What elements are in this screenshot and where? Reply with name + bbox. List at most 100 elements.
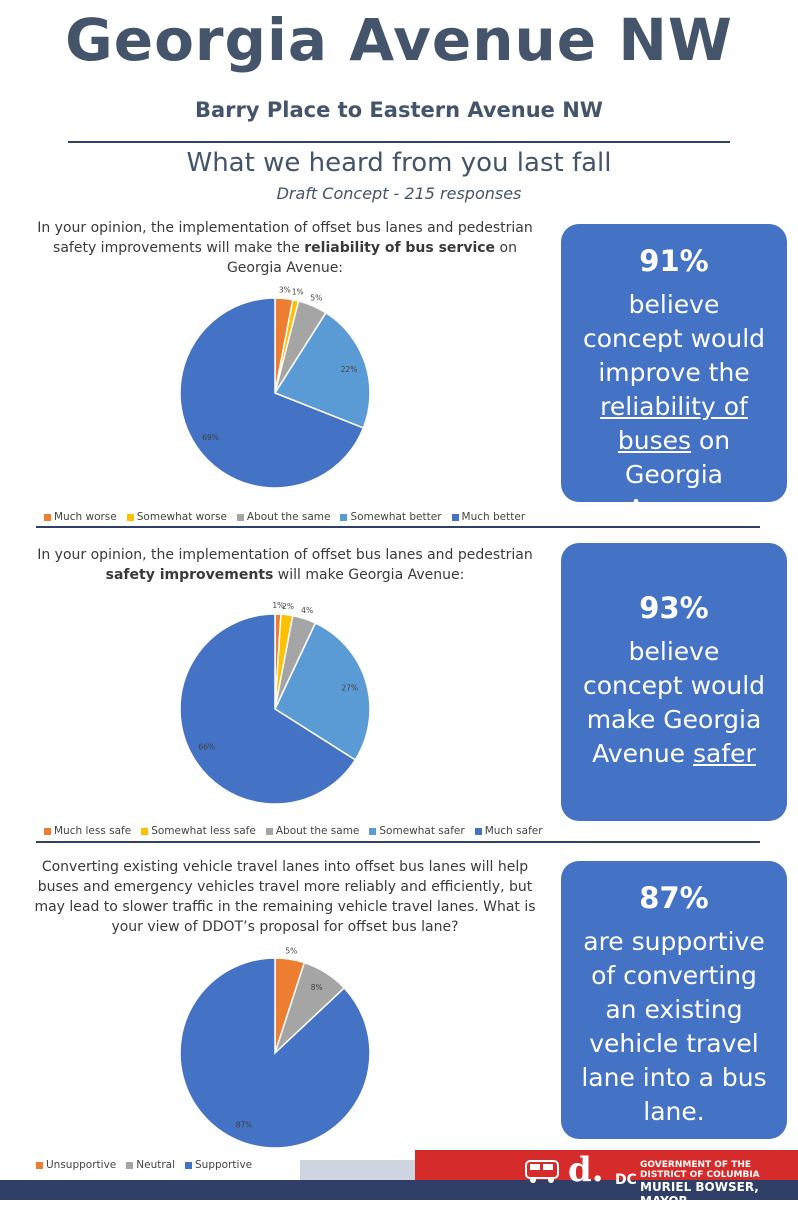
legend-swatch (126, 1161, 134, 1169)
pie-data-label: 66% (198, 743, 215, 752)
footer-stripe (300, 1160, 420, 1180)
legend-swatch (185, 1161, 193, 1169)
pie-data-label: 69% (202, 433, 219, 442)
pie-data-label: 8% (311, 983, 323, 992)
stat-text-underlined: safer (693, 739, 756, 768)
pie-data-label: 4% (301, 606, 313, 615)
stat-percent: 93% (639, 591, 709, 625)
stat-box-support: 87% are supportive of converting an exis… (561, 861, 787, 1139)
gov-line-1: GOVERNMENT OF THE (640, 1160, 752, 1170)
legend-item: Somewhat worse (126, 511, 227, 523)
legend-item: Supportive (185, 1159, 252, 1171)
legend-item: Unsupportive (36, 1159, 116, 1171)
pie-data-label: 5% (285, 946, 297, 955)
question-2-emphasis: safety improvements (105, 567, 274, 583)
section-subheading: Draft Concept - 215 responses (276, 184, 522, 203)
question-1: In your opinion, the implementation of o… (30, 218, 540, 278)
stat-box-reliability: 91% believe concept would improve the re… (561, 224, 787, 523)
legend-swatch (36, 1161, 43, 1169)
legend-swatch (474, 827, 482, 835)
stat-text-underlined: reliability of buses (600, 392, 748, 455)
government-text: GOVERNMENT OF THE DISTRICT OF COLUMBIA M… (618, 1160, 798, 1208)
stat-description: are supportive of converting an existing… (561, 915, 787, 1129)
pie-slice-much-better (179, 297, 365, 489)
legend-label: About the same (246, 511, 331, 523)
stat-text-b: on Georgia Avenue (624, 426, 731, 523)
pie-slice-somewhat-safer (274, 622, 371, 761)
legend-item: Somewhat less safe (141, 825, 256, 837)
legend-label: Neutral (136, 1159, 176, 1171)
stat-description: believe concept would make Georgia Avenu… (561, 625, 787, 771)
section-divider (36, 841, 760, 843)
pie-data-label: 3% (279, 285, 291, 294)
stat-text: are supportive of converting an existing… (581, 927, 767, 1126)
stat-description: believe concept would improve the reliab… (561, 278, 787, 526)
question-1-emphasis: reliability of bus service (304, 240, 496, 256)
pie-chart-bus-reliability: 3% 1% 5% 22% 69% (179, 285, 371, 489)
question-2-text-b: will make Georgia Avenue: (273, 567, 465, 583)
legend-swatch (126, 513, 134, 521)
dc-flag-mark: DC (615, 1172, 637, 1188)
pie-slice-somewhat-better (273, 311, 371, 429)
legend-bus-reliability: Much worse Somewhat worse About the same So… (44, 511, 525, 523)
legend-label: Somewhat safer (379, 825, 465, 837)
legend-swatch (265, 827, 273, 835)
question-3-text: Converting existing vehicle travel lanes… (34, 859, 536, 935)
question-1-text-b: on Georgia Avenue: (226, 240, 517, 276)
legend-item: Somewhat safer (369, 825, 465, 837)
legend-label: Much worse (54, 511, 117, 523)
page-title: Georgia Avenue NW (65, 6, 733, 74)
legend-item: About the same (265, 825, 360, 837)
footer-bar (0, 1180, 798, 1200)
gov-line-3: MURIEL BOWSER, MAYOR (640, 1180, 759, 1208)
pie-data-label: 2% (282, 602, 294, 611)
page-subtitle: Barry Place to Eastern Avenue NW (195, 98, 603, 122)
pie-slice-much-safer (179, 613, 357, 805)
section-divider (36, 526, 760, 528)
ddot-logo: d. (568, 1150, 604, 1190)
legend-support: Unsupportive Neutral Supportive (36, 1159, 252, 1171)
legend-safety: Much less safe Somewhat less safe About th… (44, 825, 543, 837)
pie-data-label: 27% (341, 683, 358, 692)
legend-swatch (44, 513, 51, 521)
legend-swatch (369, 827, 377, 835)
legend-item: Much safer (474, 825, 543, 837)
bus-icon (525, 1160, 559, 1183)
gov-line-2: DISTRICT OF COLUMBIA (640, 1170, 760, 1180)
pie-chart-support: 5% 8% 87% (179, 946, 371, 1149)
stat-box-safety: 93% believe concept would make Georgia A… (561, 543, 787, 821)
pie-data-label: 1% (272, 601, 284, 610)
legend-label: About the same (275, 825, 360, 837)
pie-data-label: 22% (341, 365, 358, 374)
question-1-text-a: In your opinion, the implementation of o… (37, 220, 533, 256)
question-2-text-a: In your opinion, the implementation of o… (37, 547, 533, 563)
header-divider (68, 141, 730, 143)
question-2: In your opinion, the implementation of o… (30, 545, 540, 585)
stat-percent: 87% (639, 881, 709, 915)
legend-label: Supportive (195, 1159, 253, 1171)
legend-label: Much safer (484, 825, 543, 837)
pie-data-label: 1% (292, 288, 304, 297)
legend-swatch (340, 513, 348, 521)
pie-slice-supportive (179, 957, 371, 1149)
stat-text-a: believe concept would improve the (582, 290, 766, 387)
legend-label: Somewhat better (350, 511, 442, 523)
stat-text-a: believe concept would make Georgia Avenu… (582, 637, 766, 768)
legend-label: Much better (461, 511, 526, 523)
pie-chart-safety: 1%2% 4% 27% 66% (179, 601, 371, 805)
pie-data-label: 5% (310, 294, 322, 303)
legend-label: Somewhat less safe (151, 825, 256, 837)
section-heading: What we heard from you last fall (186, 148, 612, 178)
legend-item: Somewhat better (340, 511, 442, 523)
legend-label: Much less safe (54, 825, 132, 837)
legend-item: Much less safe (44, 825, 131, 837)
legend-item: Neutral (126, 1159, 175, 1171)
question-3: Converting existing vehicle travel lanes… (30, 857, 540, 937)
legend-label: Somewhat worse (136, 511, 227, 523)
stat-percent: 91% (639, 244, 709, 278)
legend-swatch (451, 513, 459, 521)
legend-item: Much better (451, 511, 526, 523)
legend-swatch (44, 827, 51, 835)
legend-swatch (141, 827, 149, 835)
legend-item: About the same (236, 511, 331, 523)
